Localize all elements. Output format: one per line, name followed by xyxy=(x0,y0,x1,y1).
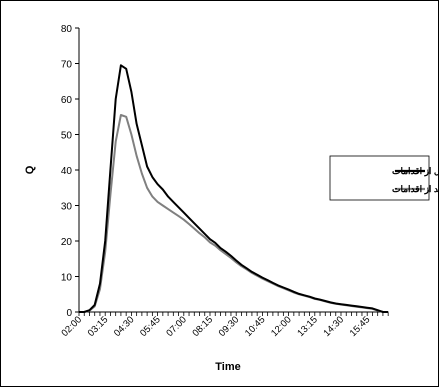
y-tick-label: 80 xyxy=(61,24,73,35)
series-line-before xyxy=(79,64,389,313)
legend-box xyxy=(329,155,430,201)
y-axis-label: Q xyxy=(24,165,36,174)
legend-label-before: قبل از اقدامات xyxy=(392,166,439,177)
y-tick-label: 70 xyxy=(61,60,73,71)
y-tick-label: 60 xyxy=(61,95,73,106)
y-tick-label: 50 xyxy=(61,131,73,142)
y-tick-label: 0 xyxy=(66,308,72,319)
y-tick-label: 30 xyxy=(61,202,73,213)
series-lines xyxy=(79,64,389,313)
y-tick-label: 40 xyxy=(61,166,73,177)
y-tick-label: 10 xyxy=(61,273,73,284)
x-axis-label: Time xyxy=(215,361,240,373)
y-axis: 0 10 20 30 40 50 60 70 80 xyxy=(61,24,80,319)
legend: قبل از اقدامات بعد از اقدامات xyxy=(329,155,439,201)
legend-label-after: بعد از اقدامات xyxy=(392,184,439,195)
y-tick-label: 20 xyxy=(61,237,73,248)
